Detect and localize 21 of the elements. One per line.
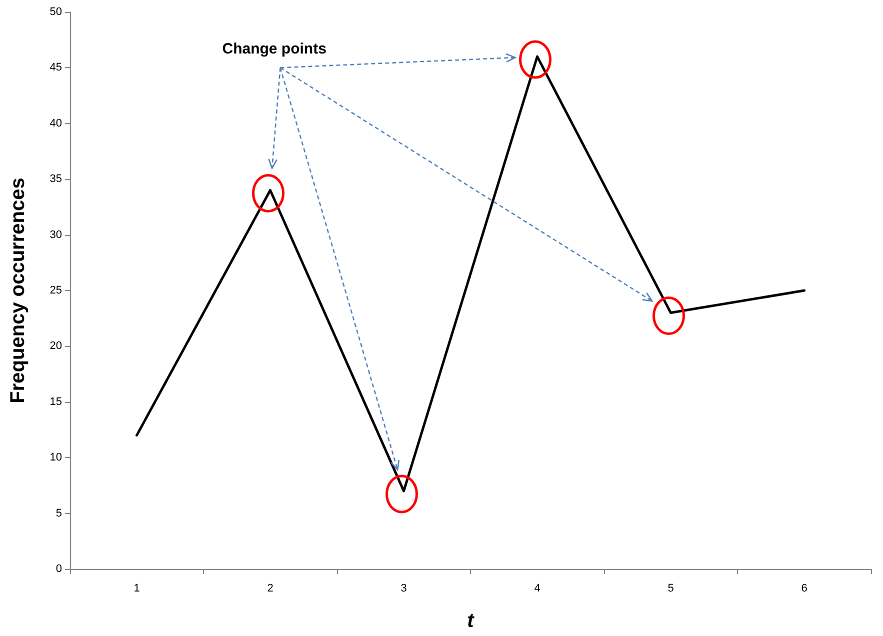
y-tick-label: 15 bbox=[50, 396, 62, 408]
y-tick-label: 20 bbox=[50, 340, 62, 352]
y-tick-label: 5 bbox=[56, 507, 62, 520]
x-tick-label: 2 bbox=[267, 582, 274, 594]
y-tick-label: 30 bbox=[50, 228, 62, 241]
y-tick-label: 25 bbox=[50, 284, 62, 296]
line-series bbox=[136, 55, 806, 492]
annotation: Change points bbox=[222, 40, 326, 58]
y-tick-label: 50 bbox=[50, 6, 62, 18]
y-tick-label: 35 bbox=[50, 173, 62, 186]
y-tick-label: 10 bbox=[50, 452, 62, 464]
y-axis-title: Frequency occurrences bbox=[7, 178, 29, 404]
x-tick-label: 1 bbox=[134, 582, 140, 594]
y-tick-label: 45 bbox=[50, 62, 62, 74]
x-tick-label: 5 bbox=[668, 582, 674, 594]
x-tick-label: 4 bbox=[534, 582, 540, 594]
x-tick-label: 3 bbox=[400, 582, 407, 594]
y-tick-label: 40 bbox=[50, 117, 62, 130]
y-tick-label: 0 bbox=[56, 563, 62, 575]
x-axis-title: t bbox=[467, 610, 476, 632]
x-tick-label: 6 bbox=[801, 582, 808, 594]
